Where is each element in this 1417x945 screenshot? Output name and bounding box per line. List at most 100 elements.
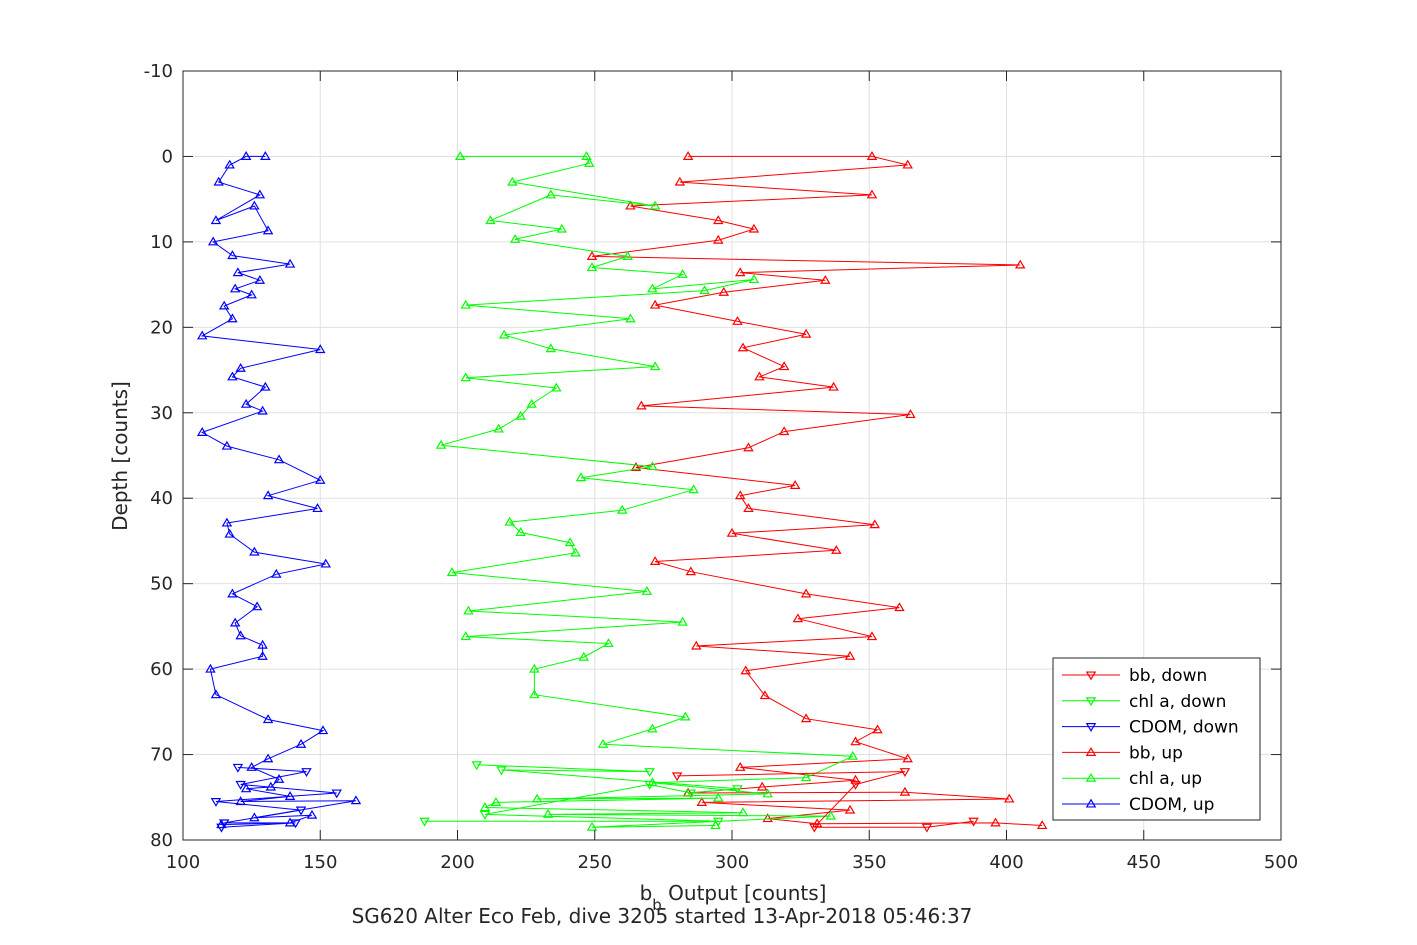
data-point — [271, 568, 282, 578]
data-point — [254, 274, 266, 284]
data-point — [498, 329, 510, 339]
data-point — [235, 780, 246, 790]
data-point — [229, 283, 241, 293]
data-point — [869, 519, 880, 529]
data-point — [210, 215, 222, 225]
data-point — [850, 780, 861, 790]
data-point — [435, 439, 447, 449]
legend-label: bb, up — [1129, 743, 1183, 763]
data-point — [696, 797, 708, 806]
data-point — [265, 781, 277, 791]
data-point — [713, 792, 724, 802]
data-point — [748, 223, 760, 233]
data-point — [196, 330, 208, 340]
data-point — [315, 344, 326, 354]
data-point — [350, 795, 362, 805]
data-point — [899, 768, 911, 778]
data-point — [649, 361, 661, 371]
series-chl-a-up — [435, 151, 859, 831]
data-point — [647, 723, 658, 733]
data-point — [218, 300, 230, 310]
data-point — [273, 454, 285, 464]
data-point — [778, 426, 790, 436]
data-point — [990, 817, 1001, 827]
data-point — [564, 537, 576, 547]
data-point — [828, 381, 839, 391]
y-axis-label: Depth [counts] — [108, 381, 132, 531]
data-point — [756, 781, 768, 791]
data-point — [682, 151, 694, 160]
data-point — [531, 793, 543, 803]
data-point — [246, 761, 257, 771]
data-point — [921, 823, 933, 833]
data-point — [713, 215, 724, 225]
legend-item: chl a, up — [1062, 769, 1202, 789]
data-point — [232, 267, 244, 277]
data-point — [221, 517, 233, 527]
data-point — [649, 200, 661, 210]
data-point — [485, 215, 496, 225]
data-point — [235, 630, 246, 640]
data-point — [603, 638, 614, 648]
data-point — [789, 480, 801, 489]
y-tick-label: 60 — [150, 659, 173, 680]
data-point — [649, 299, 661, 309]
data-point — [732, 785, 743, 795]
y-tick-label: 80 — [150, 830, 173, 851]
data-point — [471, 761, 482, 771]
data-point — [622, 251, 633, 260]
data-point — [284, 258, 296, 268]
legend-marker — [1085, 671, 1097, 681]
data-point — [221, 440, 233, 450]
figure-caption: SG620 Alter Eco Feb, dive 3205 started 1… — [352, 904, 973, 928]
data-point — [647, 283, 658, 293]
data-point — [290, 819, 301, 829]
x-tick-label: 500 — [1264, 852, 1298, 873]
data-point — [227, 313, 238, 323]
data-point — [1003, 793, 1015, 803]
legend-marker — [1085, 697, 1097, 707]
data-point — [762, 788, 773, 798]
y-tick-label: 70 — [150, 745, 173, 766]
data-point — [301, 768, 312, 778]
data-point — [260, 151, 271, 160]
data-point — [677, 268, 688, 278]
data-point — [809, 823, 820, 833]
data-point — [743, 442, 754, 452]
data-point — [262, 225, 274, 235]
data-point — [446, 567, 458, 577]
data-point — [507, 176, 518, 186]
data-point — [542, 808, 554, 818]
series-line — [424, 764, 738, 822]
data-point — [570, 547, 581, 557]
y-tick-label: -10 — [144, 61, 173, 82]
data-point — [460, 631, 471, 641]
series-line — [215, 766, 337, 828]
data-point — [496, 766, 507, 776]
data-point — [625, 200, 636, 210]
data-point — [586, 251, 598, 260]
data-point — [529, 663, 540, 673]
data-point — [647, 461, 658, 471]
data-point — [317, 725, 329, 735]
data-point — [902, 159, 913, 169]
legend-box — [1052, 657, 1261, 821]
data-point — [551, 382, 562, 392]
y-tick-label: 10 — [150, 232, 173, 253]
data-point — [685, 566, 697, 576]
data-point — [229, 617, 241, 627]
data-point — [545, 189, 557, 199]
data-point — [866, 631, 878, 641]
data-point — [235, 362, 246, 372]
legend-marker — [1085, 798, 1097, 808]
data-point — [419, 817, 430, 827]
data-point — [800, 713, 812, 723]
data-point — [644, 768, 655, 778]
data-point — [699, 285, 710, 295]
data-point — [677, 616, 688, 626]
x-tick-label: 250 — [578, 852, 612, 873]
data-point — [196, 427, 208, 436]
data-point — [295, 806, 307, 816]
y-tick-label: 50 — [150, 574, 173, 595]
data-point — [713, 817, 724, 827]
